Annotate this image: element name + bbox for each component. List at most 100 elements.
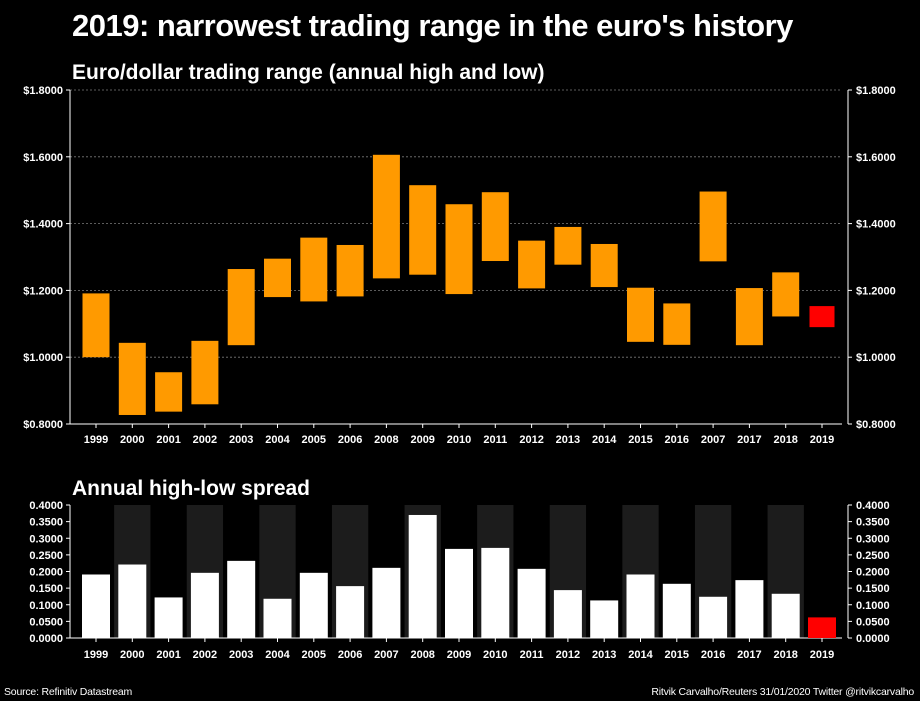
spread-xtick-label: 2007	[374, 649, 398, 661]
spread-xtick-label: 2003	[229, 649, 253, 661]
spread-ytick-label-left: 0.2000	[29, 567, 63, 579]
range-xtick-label: 2015	[628, 434, 652, 446]
spread-ytick-label-right: 0.2000	[856, 567, 890, 579]
range-bar-2005	[300, 237, 328, 302]
range-bar-2010	[445, 204, 473, 295]
spread-bar-2015	[662, 583, 691, 638]
spread-bar-2007	[372, 567, 401, 638]
range-xtick-label: 2010	[447, 434, 471, 446]
spread-ytick-label-left: 0.1000	[29, 600, 63, 612]
spread-xtick-label: 2018	[773, 649, 797, 661]
range-bar-1999	[82, 293, 110, 358]
spread-xtick-label: 2014	[628, 649, 653, 661]
range-ytick-label-left: $1.0000	[23, 352, 63, 364]
spread-bar-2001	[154, 597, 183, 638]
range-xtick-label: 2004	[265, 434, 290, 446]
spread-bar-2019	[808, 617, 836, 638]
spread-xtick-label: 2011	[520, 649, 544, 661]
range-bar-2014	[590, 243, 618, 288]
spread-bar-2005	[299, 572, 328, 638]
spread-bar-2016	[699, 596, 728, 638]
range-bar-2000	[118, 342, 146, 415]
range-bar-2001	[155, 372, 183, 412]
spread-ytick-label-left: 0.0000	[29, 633, 63, 645]
range-xtick-label: 2007	[701, 434, 725, 446]
range-bar-2009	[409, 185, 437, 275]
range-bar-2015	[627, 287, 654, 342]
spread-bar-2018	[771, 593, 800, 638]
spread-bar-2011	[517, 568, 546, 638]
range-xtick-label: 2017	[737, 434, 761, 446]
spread-xtick-label: 2012	[556, 649, 580, 661]
spread-bar-2009	[445, 548, 473, 638]
range-bar-2003	[227, 269, 255, 346]
spread-xtick-label: 2005	[302, 649, 326, 661]
range-xtick-label: 2005	[302, 434, 326, 446]
spread-xtick-label: 2016	[701, 649, 725, 661]
spread-ytick-label-left: 0.3000	[29, 533, 63, 545]
spread-xtick-label: 2013	[592, 649, 616, 661]
range-xtick-label: 2001	[156, 434, 180, 446]
range-xtick-label: 2013	[556, 434, 580, 446]
spread-ytick-label-left: 0.1500	[29, 583, 63, 595]
range-bar-2016	[663, 303, 691, 345]
range-ytick-label-left: $1.8000	[23, 85, 63, 97]
range-ytick-label-right: $1.0000	[856, 352, 896, 364]
range-bar-2017	[735, 288, 763, 346]
spread-chart-title: Annual high-low spread	[72, 477, 311, 500]
range-bar-2002	[191, 340, 219, 405]
spread-bar-2000	[118, 564, 147, 638]
spread-xtick-label: 2008	[410, 649, 434, 661]
spread-bar-2014	[626, 574, 655, 638]
range-bar-2004	[264, 258, 291, 298]
range-ytick-label-right: $1.2000	[856, 285, 896, 297]
range-xtick-label: 2003	[229, 434, 253, 446]
spread-ytick-label-right: 0.1000	[856, 600, 890, 612]
spread-ytick-label-left: 0.3500	[29, 517, 63, 529]
spread-ytick-label-right: 0.0000	[856, 633, 890, 645]
range-bar-2008	[372, 154, 400, 279]
range-bar-2006	[336, 244, 364, 297]
range-xtick-label: 2014	[592, 434, 617, 446]
range-ytick-label-right: $1.6000	[856, 152, 896, 164]
source-note: Source: Refinitiv Datastream	[4, 686, 133, 698]
spread-xtick-label: 2004	[265, 649, 290, 661]
spread-bar-2013	[590, 600, 619, 638]
range-ytick-label-right: $0.8000	[856, 419, 896, 431]
range-ytick-label-left: $0.8000	[23, 419, 63, 431]
spread-ytick-label-right: 0.1500	[856, 583, 890, 595]
spread-xtick-label: 2001	[156, 649, 180, 661]
range-xtick-label: 2016	[665, 434, 689, 446]
spread-ytick-label-left: 0.0500	[29, 616, 63, 628]
spread-ytick-label-left: 0.2500	[29, 550, 63, 562]
range-ytick-label-right: $1.4000	[856, 219, 896, 231]
range-chart-title: Euro/dollar trading range (annual high a…	[72, 61, 545, 84]
spread-bar-2003	[227, 560, 256, 638]
range-xtick-label: 1999	[84, 434, 108, 446]
spread-bar-2004	[263, 598, 292, 638]
spread-xtick-label: 2002	[193, 649, 217, 661]
spread-bar-2006	[336, 586, 365, 638]
spread-bar-2008	[408, 514, 437, 638]
spread-xtick-label: 2010	[483, 649, 507, 661]
range-xtick-label: 2000	[120, 434, 144, 446]
range-xtick-label: 2008	[374, 434, 398, 446]
range-xtick-label: 2019	[810, 434, 834, 446]
spread-bar-2012	[553, 590, 582, 638]
range-bar-2013	[554, 226, 582, 265]
spread-ytick-label-right: 0.2500	[856, 550, 890, 562]
range-xtick-label: 2018	[773, 434, 797, 446]
range-xtick-label: 2006	[338, 434, 362, 446]
spread-bar-1999	[82, 574, 110, 638]
range-ytick-label-left: $1.6000	[23, 152, 63, 164]
spread-bar-2010	[481, 547, 510, 638]
range-bar-2011	[481, 192, 509, 262]
spread-ytick-label-right: 0.4000	[856, 500, 890, 512]
spread-xtick-label: 2015	[665, 649, 689, 661]
spread-xtick-label: 2006	[338, 649, 362, 661]
spread-xtick-label: 2017	[737, 649, 761, 661]
range-xtick-label: 2011	[483, 434, 507, 446]
spread-ytick-label-right: 0.3500	[856, 517, 890, 529]
range-xtick-label: 2009	[410, 434, 434, 446]
